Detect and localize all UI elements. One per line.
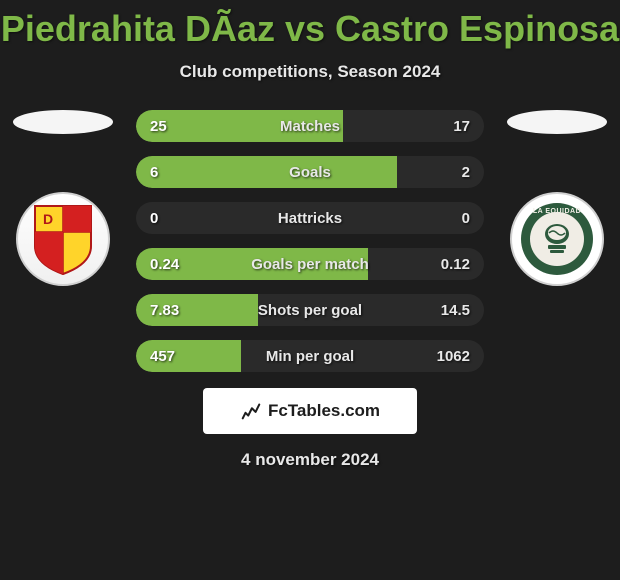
club-badge-right: LA EQUIDAD — [510, 192, 604, 286]
page-title: Piedrahita DÃ­az vs Castro Espinosa — [0, 0, 620, 50]
stat-label: Shots per goal — [258, 302, 362, 319]
stat-fill-bar — [136, 156, 397, 188]
stat-value-right: 0 — [462, 210, 470, 227]
player-left-avatar-placeholder — [13, 110, 113, 134]
stat-value-right: 2 — [462, 164, 470, 181]
stat-row: 6 Goals 2 — [136, 156, 484, 188]
stat-value-left: 6 — [150, 164, 158, 181]
player-left-side: D P — [8, 110, 118, 286]
fctables-logo-icon — [240, 400, 262, 422]
player-right-avatar-placeholder — [507, 110, 607, 134]
stat-row: 7.83 Shots per goal 14.5 — [136, 294, 484, 326]
stat-label: Matches — [280, 118, 340, 135]
club-badge-left: D P — [16, 192, 110, 286]
stat-label: Goals — [289, 164, 331, 181]
stat-label: Hattricks — [278, 210, 342, 227]
comparison-body: D P 25 Matches 17 6 Goals 2 0 Hattricks 0 0.24 Goa… — [0, 110, 620, 372]
stat-value-left: 457 — [150, 348, 175, 365]
pereira-badge-icon: D P — [31, 202, 95, 276]
player-right-side: LA EQUIDAD — [502, 110, 612, 286]
stat-row: 457 Min per goal 1062 — [136, 340, 484, 372]
equidad-badge-icon: LA EQUIDAD — [521, 203, 593, 275]
comparison-card: Piedrahita DÃ­az vs Castro Espinosa Club… — [0, 0, 620, 580]
equidad-badge-text: LA EQUIDAD — [533, 208, 581, 215]
stat-value-left: 25 — [150, 118, 167, 135]
stat-row: 25 Matches 17 — [136, 110, 484, 142]
svg-text:P: P — [73, 241, 82, 257]
stat-value-right: 1062 — [437, 348, 470, 365]
stat-value-right: 0.12 — [441, 256, 470, 273]
stat-value-right: 17 — [453, 118, 470, 135]
date-label: 4 november 2024 — [0, 450, 620, 470]
stat-value-left: 0.24 — [150, 256, 179, 273]
stats-table: 25 Matches 17 6 Goals 2 0 Hattricks 0 0.24 Goals p… — [136, 110, 484, 372]
svg-text:D: D — [43, 211, 53, 227]
subtitle: Club competitions, Season 2024 — [0, 62, 620, 82]
source-badge[interactable]: FcTables.com — [203, 388, 417, 434]
stat-row: 0 Hattricks 0 — [136, 202, 484, 234]
stat-value-left: 7.83 — [150, 302, 179, 319]
stat-label: Min per goal — [266, 348, 354, 365]
source-badge-text: FcTables.com — [268, 401, 380, 421]
stat-value-left: 0 — [150, 210, 158, 227]
stat-label: Goals per match — [251, 256, 369, 273]
stat-row: 0.24 Goals per match 0.12 — [136, 248, 484, 280]
stat-value-right: 14.5 — [441, 302, 470, 319]
